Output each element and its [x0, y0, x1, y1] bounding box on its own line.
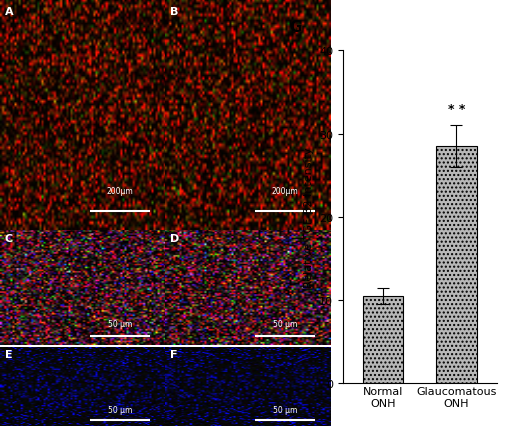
Text: G: G	[289, 20, 302, 35]
Text: * *: * *	[447, 103, 465, 116]
Text: 50 μm: 50 μm	[108, 405, 132, 414]
Text: A: A	[5, 7, 14, 17]
Text: 50 μm: 50 μm	[273, 319, 297, 328]
Bar	[363, 296, 403, 383]
Text: 50 μm: 50 μm	[108, 319, 132, 328]
Text: F: F	[170, 350, 178, 360]
Text: C: C	[5, 233, 13, 244]
Text: B: B	[170, 7, 179, 17]
Text: E: E	[5, 350, 13, 360]
Text: 200μm: 200μm	[106, 187, 133, 196]
Text: D: D	[170, 233, 179, 244]
Bar	[436, 147, 477, 383]
Text: 200μm: 200μm	[271, 187, 298, 196]
Y-axis label: Relative TGF-β2 Intensity: Relative TGF-β2 Intensity	[304, 147, 314, 288]
Text: 50 μm: 50 μm	[273, 405, 297, 414]
